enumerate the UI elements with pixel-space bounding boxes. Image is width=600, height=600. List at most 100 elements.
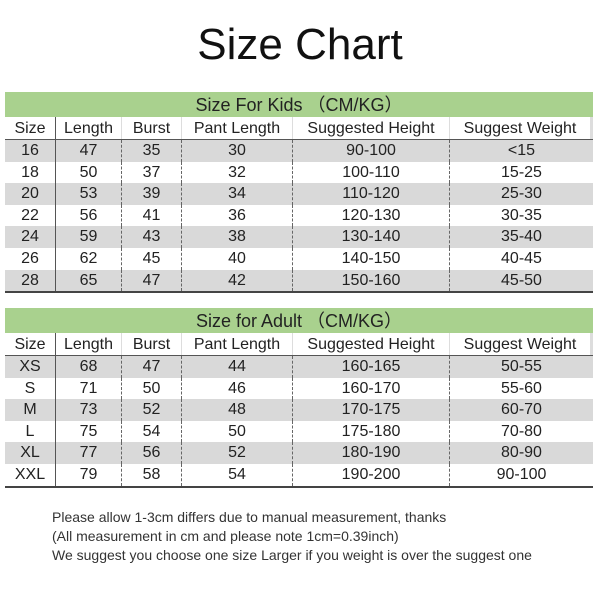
note-line: (All measurement in cm and please note 1… [52, 528, 399, 544]
cell-suggest-weight: 45-50 [501, 271, 542, 289]
adult-header-row: Size Length Burst Pant Length Suggested Heig… [5, 333, 593, 356]
cell-burst: 58 [122, 463, 182, 486]
column-header-length: Length [56, 333, 122, 355]
cell-size: 22 [5, 204, 56, 227]
cell-length: 65 [56, 269, 122, 292]
table-row: 28 65 47 42 150-160 45-50 [5, 269, 593, 292]
cell-pant-length: 32 [182, 161, 293, 184]
cell-pant-length: 34 [182, 183, 293, 205]
adult-table-heading: Size for Adult （CM/KG） [5, 308, 593, 333]
cell-pant-length: 52 [182, 442, 293, 464]
cell-size: XS [5, 356, 56, 378]
cell-pant-length: 48 [182, 399, 293, 421]
cell-pant-length: 42 [182, 269, 293, 292]
cell-pant-length: 44 [182, 356, 293, 378]
kids-size-table: Size For Kids （CM/KG） Size Length Burst Pan… [5, 92, 593, 294]
cell-suggested-height: 190-200 [293, 463, 450, 486]
cell-suggest-weight: 35-40 [501, 228, 542, 246]
cell-suggested-height: 140-150 [293, 247, 450, 270]
column-header-pant-length: Pant Length [182, 117, 293, 139]
cell-length: 62 [56, 247, 122, 270]
cell-pant-length: 38 [182, 226, 293, 248]
cell-suggested-height: 170-175 [293, 399, 450, 421]
cell-burst: 45 [122, 247, 182, 270]
cell-suggest-weight: 40-45 [501, 249, 542, 267]
kids-table-bottom-rule [5, 291, 593, 294]
note-line: We suggest you choose one size Larger if… [52, 547, 532, 563]
table-row: 20 53 39 34 110-120 25-30 [5, 183, 593, 205]
table-row: M 73 52 48 170-175 60-70 [5, 399, 593, 421]
cell-suggest-weight: 80-90 [501, 444, 542, 462]
cell-pant-length: 50 [182, 420, 293, 443]
cell-size: S [5, 377, 56, 400]
cell-length: 73 [56, 399, 122, 421]
cell-length: 59 [56, 226, 122, 248]
cell-suggested-height: 90-100 [293, 140, 450, 162]
cell-length: 75 [56, 420, 122, 443]
column-header-suggested-height: Suggested Height [293, 333, 450, 355]
kids-table-heading: Size For Kids （CM/KG） [5, 92, 593, 117]
table-row: L 75 54 50 175-180 70-80 [5, 420, 593, 443]
column-header-length: Length [56, 117, 122, 139]
cell-burst: 50 [122, 377, 182, 400]
cell-suggest-weight: <15 [507, 142, 536, 159]
cell-length: 68 [56, 356, 122, 378]
adult-rows: XS 68 47 44 160-165 50-55 S 71 50 46 160-170 55-60 M… [5, 356, 593, 486]
cell-size: M [5, 399, 56, 421]
cell-burst: 43 [122, 226, 182, 248]
cell-size: 18 [5, 161, 56, 184]
cell-size: L [5, 420, 56, 443]
cell-suggest-weight: 70-80 [501, 422, 542, 440]
cell-suggest-weight: 60-70 [501, 401, 542, 419]
cell-size: 28 [5, 269, 56, 292]
cell-burst: 35 [122, 140, 182, 162]
cell-suggest-weight: 50-55 [501, 358, 542, 375]
cell-suggest-weight: 30-35 [501, 206, 542, 224]
cell-burst: 47 [122, 356, 182, 378]
cell-burst: 37 [122, 161, 182, 184]
cell-pant-length: 30 [182, 140, 293, 162]
cell-size: 24 [5, 226, 56, 248]
column-header-size: Size [5, 333, 56, 355]
cell-burst: 56 [122, 442, 182, 464]
table-row: 26 62 45 40 140-150 40-45 [5, 247, 593, 270]
cell-burst: 52 [122, 399, 182, 421]
cell-suggested-height: 180-190 [293, 442, 450, 464]
adult-size-table: Size for Adult （CM/KG） Size Length Burst Pa… [5, 308, 593, 488]
cell-suggested-height: 160-165 [293, 356, 450, 378]
column-header-suggest-weight: Suggest Weight [450, 117, 593, 139]
cell-length: 53 [56, 183, 122, 205]
column-header-pant-length: Pant Length [182, 333, 293, 355]
cell-size: 16 [5, 140, 56, 162]
kids-header-row: Size Length Burst Pant Length Suggested Heig… [5, 117, 593, 140]
cell-length: 77 [56, 442, 122, 464]
cell-suggest-weight: 55-60 [501, 379, 542, 397]
cell-pant-length: 36 [182, 204, 293, 227]
cell-suggest-weight: 25-30 [501, 185, 542, 203]
adult-table-bottom-rule [5, 485, 593, 488]
table-row: XXL 79 58 54 190-200 90-100 [5, 463, 593, 486]
table-row: XL 77 56 52 180-190 80-90 [5, 442, 593, 464]
cell-size: XXL [5, 463, 56, 486]
note-line: Please allow 1-3cm differs due to manual… [52, 509, 447, 525]
cell-length: 50 [56, 161, 122, 184]
cell-suggested-height: 175-180 [293, 420, 450, 443]
cell-size: XL [5, 442, 56, 464]
table-row: 24 59 43 38 130-140 35-40 [5, 226, 593, 248]
cell-suggested-height: 120-130 [293, 204, 450, 227]
cell-suggest-weight: 90-100 [496, 465, 547, 483]
cell-pant-length: 40 [182, 247, 293, 270]
table-row: 18 50 37 32 100-110 15-25 [5, 161, 593, 184]
table-row: 16 47 35 30 90-100 <15 [5, 140, 593, 162]
cell-suggested-height: 160-170 [293, 377, 450, 400]
cell-length: 79 [56, 463, 122, 486]
page-title: Size Chart [197, 20, 403, 69]
cell-suggested-height: 100-110 [293, 161, 450, 184]
cell-size: 20 [5, 183, 56, 205]
cell-suggest-weight: 15-25 [501, 163, 542, 181]
kids-rows: 16 47 35 30 90-100 <15 18 50 37 32 100-110 15-25 20 5… [5, 140, 593, 292]
cell-length: 71 [56, 377, 122, 400]
table-row: S 71 50 46 160-170 55-60 [5, 377, 593, 400]
cell-suggested-height: 150-160 [293, 269, 450, 292]
